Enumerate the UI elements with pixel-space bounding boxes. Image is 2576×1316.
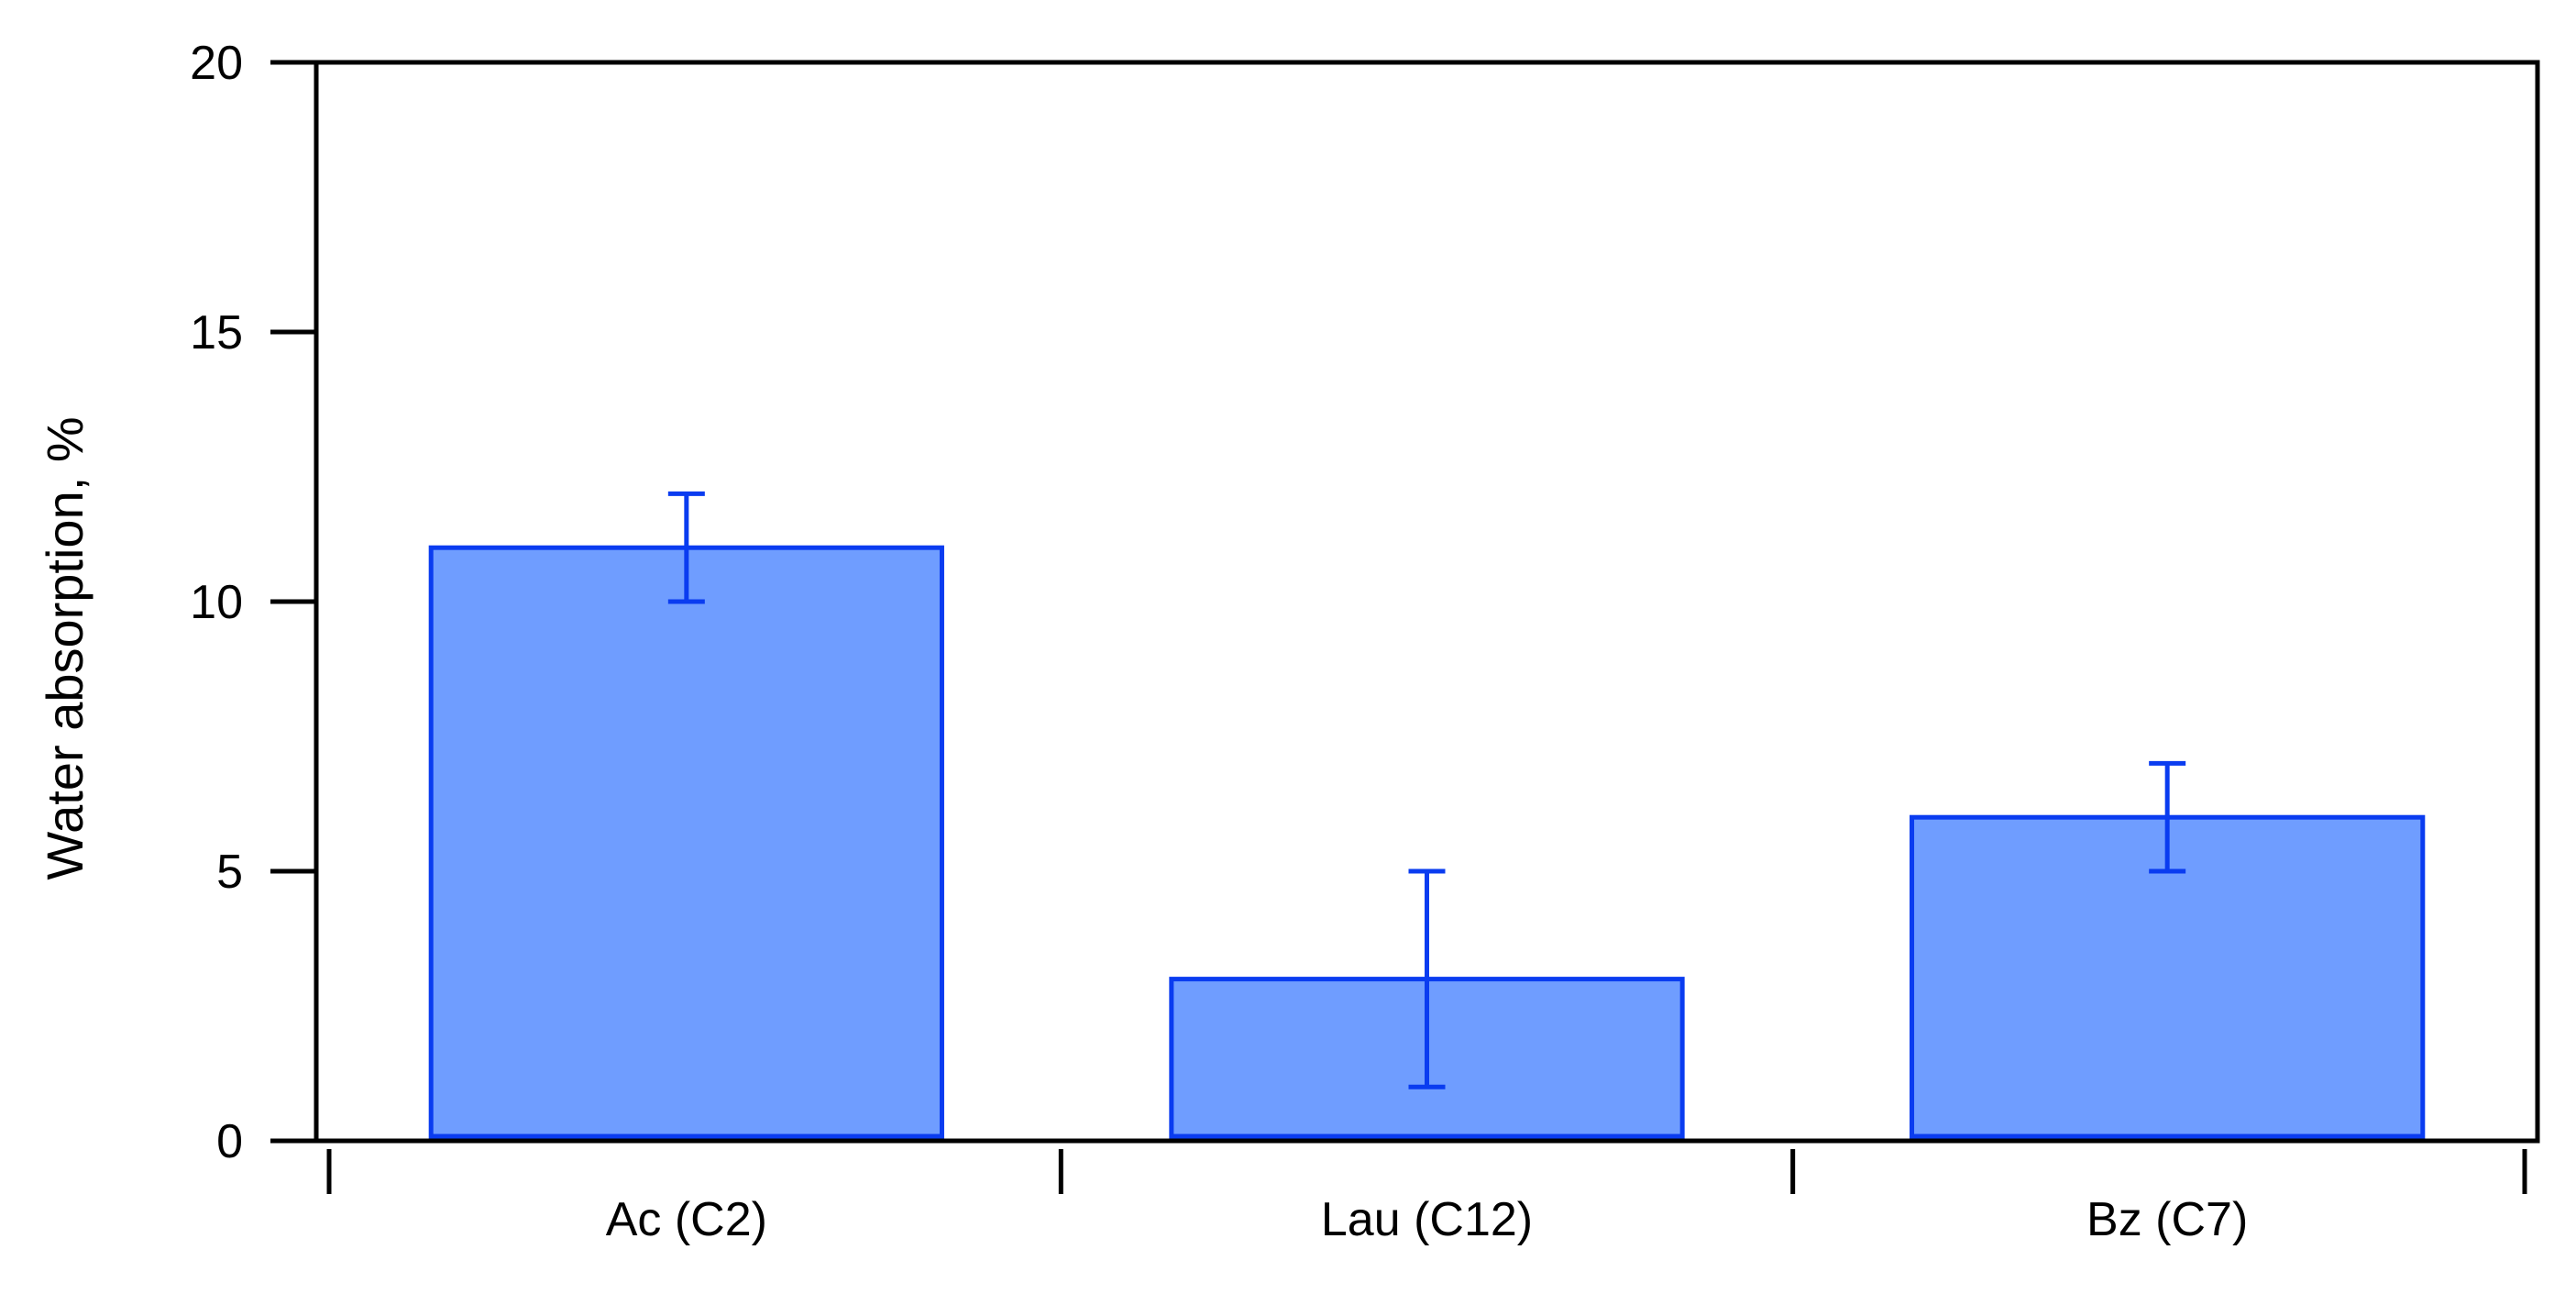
y-axis-title: Water absorption, % bbox=[36, 416, 94, 879]
y-tick-label: 10 bbox=[190, 576, 243, 629]
x-axis: Ac (C2) Lau (C12) Bz (C7) bbox=[326, 1149, 2527, 1246]
x-tick-label: Lau (C12) bbox=[1321, 1193, 1533, 1246]
y-tick-label: 20 bbox=[190, 37, 243, 90]
error-bars-layer bbox=[667, 491, 2186, 1089]
y-axis: 0 5 10 15 20 bbox=[190, 37, 316, 1168]
x-tick-label: Bz (C7) bbox=[2086, 1193, 2248, 1246]
y-tick-label: 15 bbox=[190, 306, 243, 359]
y-tick-label: 0 bbox=[216, 1115, 243, 1168]
x-tick-label: Ac (C2) bbox=[606, 1193, 767, 1246]
y-tick-label: 5 bbox=[216, 846, 243, 899]
bar bbox=[428, 545, 944, 1139]
